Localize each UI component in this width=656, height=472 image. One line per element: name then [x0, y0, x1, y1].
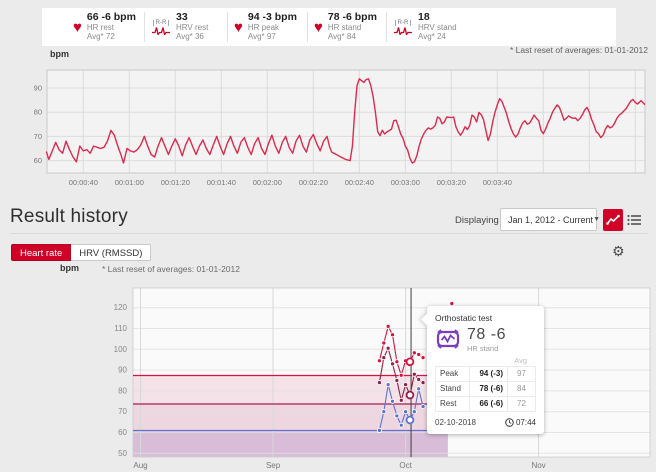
svg-text:00:03:40: 00:03:40	[483, 178, 512, 187]
stat-value: 18	[418, 11, 430, 24]
stat-value: 94 -3 bpm	[247, 11, 297, 24]
svg-text:60: 60	[34, 156, 42, 165]
svg-text:00:01:00: 00:01:00	[115, 178, 144, 187]
table-row: Peak 94 (-3) 97	[435, 365, 536, 382]
section-title: Result history	[10, 206, 128, 227]
hr-trace-chart: 60 70 80 90 00:00:40 00:01:00 00:01:20 00:01:40…	[34, 69, 646, 187]
svg-text:Sep: Sep	[266, 461, 281, 470]
svg-text:80: 80	[118, 386, 127, 395]
tooltip-table: Peak 94 (-3) 97 Stand 78 (-6) 84 Rest 66…	[435, 365, 536, 412]
svg-text:60: 60	[118, 428, 127, 437]
section-divider	[10, 233, 648, 234]
svg-text:90: 90	[118, 366, 127, 375]
heart-icon: ♥	[314, 18, 323, 36]
stat-avg: Avg* 84	[327, 31, 356, 41]
clock-icon	[505, 417, 514, 427]
stat-label: HR stand	[327, 22, 362, 32]
rr-interval-icon: R-R	[151, 19, 171, 35]
tooltip-value: 78 -6	[467, 326, 506, 343]
svg-text:70: 70	[34, 132, 42, 141]
metric-tabs: Heart rate HRV (RMSSD)	[11, 244, 152, 261]
svg-text:100: 100	[114, 345, 128, 354]
tooltip-date: 02-10-2018	[435, 417, 476, 427]
stat-avg: Avg* 36	[176, 31, 204, 41]
gear-icon[interactable]: ⚙	[612, 243, 625, 259]
orthostatic-watch-icon	[436, 329, 460, 349]
svg-text:120: 120	[114, 303, 128, 312]
list-view-icon	[627, 214, 641, 226]
svg-text:80: 80	[34, 108, 42, 117]
svg-text:00:02:20: 00:02:20	[299, 178, 328, 187]
stat-hr-peak: ♥ 94 -3 bpm HR peak Avg* 97	[227, 11, 307, 42]
svg-text:00:03:00: 00:03:00	[391, 178, 420, 187]
svg-text:00:03:20: 00:03:20	[437, 178, 466, 187]
stat-label: HRV rest	[176, 22, 209, 32]
list-view-button[interactable]	[626, 211, 642, 229]
svg-text:00:01:40: 00:01:40	[207, 178, 236, 187]
history-reset-note: * Last reset of averages: 01-01-2012	[102, 264, 240, 274]
y-axis-unit: bpm	[50, 49, 69, 59]
svg-text:70: 70	[118, 407, 127, 416]
trend-chart-icon	[606, 214, 620, 225]
displaying-label: Displaying	[455, 215, 499, 226]
tab-hrv-rmssd[interactable]: HRV (RMSSD)	[71, 244, 152, 261]
stat-value: 78 -6 bpm	[327, 11, 377, 24]
stat-hr-stand: ♥ 78 -6 bpm HR stand Avg* 84	[307, 11, 386, 42]
date-range-value: Jan 1, 2012 - Current	[508, 214, 594, 225]
stat-avg: Avg* 72	[86, 31, 115, 41]
heart-icon: ♥	[234, 18, 243, 36]
svg-text:00:02:00: 00:02:00	[253, 178, 282, 187]
stat-hrv-stand: R-R 18 HRV stand Avg* 24	[386, 11, 536, 42]
svg-text:00:00:40: 00:00:40	[69, 178, 98, 187]
stat-value: 66 -6 bpm	[86, 11, 136, 24]
chevron-down-icon: ▼	[593, 216, 600, 223]
stat-avg: Avg* 97	[247, 31, 276, 41]
tooltip-value-label: HR stand	[467, 344, 499, 353]
ecg-wave-icon	[152, 26, 170, 35]
table-row: Stand 78 (-6) 84	[435, 380, 536, 397]
history-y-axis-unit: bpm	[60, 263, 79, 273]
stat-label: HR peak	[247, 22, 280, 32]
orthostatic-test-tooltip: Orthostatic test 78 -6 HR stand Avg Peak…	[427, 306, 544, 434]
svg-text:90: 90	[34, 84, 42, 93]
rr-interval-icon: R-R	[393, 19, 413, 35]
svg-text:Aug: Aug	[133, 461, 147, 470]
tooltip-time: 07:44	[505, 418, 536, 427]
summary-stats-card: ♥ 66 -6 bpm HR rest Avg* 72 R-R 33 HRV r…	[42, 8, 616, 46]
stat-avg: Avg* 24	[418, 31, 446, 41]
stat-label: HRV stand	[418, 22, 457, 32]
svg-text:110: 110	[114, 324, 127, 333]
result-history-chart[interactable]: 50 60 70 80 90 100 110 120 Aug Sep Oct Nov	[0, 280, 656, 472]
date-range-select[interactable]: Jan 1, 2012 - Current ▼	[500, 208, 600, 231]
averages-reset-note: * Last reset of averages: 01-01-2012	[510, 45, 648, 55]
chart-view-button[interactable]	[603, 209, 623, 231]
svg-text:00:01:20: 00:01:20	[161, 178, 190, 187]
stat-label: HR rest	[86, 22, 115, 32]
svg-text:00:02:40: 00:02:40	[345, 178, 374, 187]
tab-heart-rate[interactable]: Heart rate	[11, 244, 72, 261]
table-row: Rest 66 (-6) 72	[435, 395, 536, 412]
stat-hrv-rest: R-R 33 HRV rest Avg* 36	[144, 11, 227, 42]
svg-text:50: 50	[118, 449, 127, 458]
heart-icon: ♥	[73, 18, 82, 36]
ecg-wave-icon	[394, 26, 412, 35]
stat-value: 33	[176, 11, 188, 24]
tooltip-title: Orthostatic test	[435, 313, 493, 323]
svg-text:Oct: Oct	[399, 461, 412, 470]
stat-hr-rest: ♥ 66 -6 bpm HR rest Avg* 72	[67, 11, 144, 42]
svg-text:Nov: Nov	[531, 461, 545, 470]
tooltip-avg-header: Avg	[514, 355, 527, 365]
